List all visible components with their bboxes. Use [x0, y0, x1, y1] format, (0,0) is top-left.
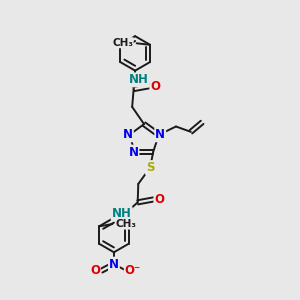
Text: N: N	[128, 146, 139, 159]
Text: N: N	[109, 258, 119, 271]
Text: NH: NH	[129, 74, 149, 86]
Text: S: S	[146, 161, 154, 174]
Text: O: O	[154, 193, 164, 206]
Text: NH: NH	[112, 207, 132, 220]
Text: CH₃: CH₃	[112, 38, 133, 48]
Text: CH₃: CH₃	[116, 219, 137, 229]
Text: N: N	[155, 128, 165, 141]
Text: O⁻: O⁻	[125, 264, 141, 277]
Text: O: O	[90, 264, 100, 277]
Text: N: N	[123, 128, 133, 141]
Text: O: O	[150, 80, 160, 93]
